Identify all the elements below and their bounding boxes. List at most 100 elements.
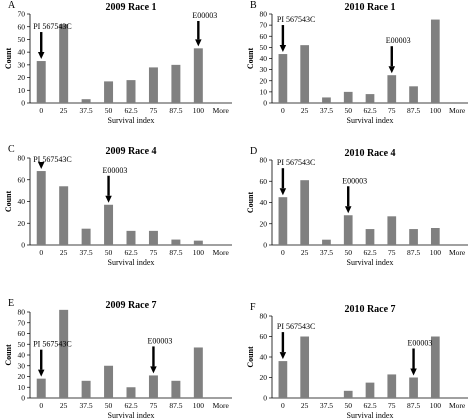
annotation-label: E00003 [147,336,172,345]
y-tick-label: 50 [18,340,26,349]
y-tick-label: 60 [260,332,268,341]
y-axis-label: Count [4,47,13,69]
annotation-label: E00003 [342,176,367,185]
x-tick-label: 100 [193,401,205,410]
chart-title: 2009 Race 4 [105,146,156,157]
x-tick-label: 100 [430,106,442,115]
x-tick-label: 50 [105,248,113,257]
x-tick-label: 87.5 [169,248,182,257]
y-tick-label: 0 [21,394,25,403]
x-tick-label: 50 [105,106,113,115]
y-tick-label: 80 [260,312,268,321]
annotation-arrow-head [279,45,287,53]
y-tick-label: 60 [18,329,26,338]
x-axis-label: Survival index [347,258,394,267]
x-tick-label: 62.5 [124,401,137,410]
annotation-arrow-head [195,39,202,47]
y-tick-label: 0 [263,394,267,403]
annotation-label: PI 567543C [33,155,71,164]
bar-62.5 [126,80,136,103]
y-tick-label: 30 [18,60,26,69]
annotation-arrow-head [344,206,352,214]
y-tick-label: 70 [18,318,26,327]
x-tick-label: 0 [39,106,43,115]
bar-0 [36,171,46,245]
y-axis-label: Count [246,346,255,368]
y-tick-label: 20 [260,219,268,228]
annotation-arrow-shaft [40,32,43,53]
x-tick-label: 25 [60,106,68,115]
x-tick-label: 50 [344,106,352,115]
x-tick-label: 25 [60,401,68,410]
annotation-label: PI 567543C [33,340,71,349]
annotation-arrow-shaft [197,21,200,40]
x-tick-label: 62.5 [363,106,376,115]
bar-37.5 [81,228,91,245]
x-tick-label: 87.5 [407,401,420,410]
bar-50 [104,204,114,245]
x-tick-label: 25 [301,106,309,115]
y-tick-label: 40 [18,48,26,57]
y-tick-label: 70 [18,10,26,19]
bar-100 [430,228,440,245]
x-tick-label: More [213,401,230,410]
x-tick-label: 75 [388,248,396,257]
annotation-arrow-shaft [152,346,155,367]
chart-title: 2010 Race 1 [344,2,395,13]
bar-50 [343,215,353,245]
bar-25 [59,186,69,245]
bar-50 [343,390,353,398]
panel-letter: B [250,0,257,11]
bar-100 [193,48,203,103]
bar-25 [300,180,310,245]
bar-62.5 [365,94,375,103]
x-tick-label: More [449,248,466,257]
panel-letter: F [250,302,256,313]
annotation-arrow-head [37,52,45,60]
bar-37.5 [81,99,91,103]
annotation-arrow-shaft [281,25,285,46]
x-tick-label: 87.5 [407,106,420,115]
y-tick-label: 60 [260,32,268,41]
bar-87.5 [171,239,181,245]
x-tick-label: 37.5 [320,106,333,115]
y-tick-label: 70 [260,21,268,30]
bar-0 [36,61,46,103]
y-tick-label: 10 [18,383,26,392]
bar-0 [36,378,46,398]
x-tick-label: 0 [39,401,43,410]
y-tick-label: 40 [260,353,268,362]
annotation-arrow-shaft [281,332,285,353]
x-tick-label: 75 [150,248,158,257]
x-tick-label: 75 [388,106,396,115]
panel-letter: C [8,144,15,155]
bar-87.5 [409,229,418,245]
panel-letter: E [8,298,14,309]
annotation-label: PI 567543C [277,322,315,331]
x-tick-label: 37.5 [320,248,333,257]
y-tick-label: 20 [260,76,268,85]
y-tick-label: 40 [260,54,268,63]
y-tick-label: 50 [260,43,268,52]
y-tick-label: 60 [18,175,26,184]
bar-100 [430,19,440,103]
chart-panel-a: A 2009 Race 1 0 10 20 30 40 50 60 70 0 25 37.5 50 62.5… [4,0,232,125]
x-tick-label: 25 [60,248,68,257]
bar-25 [300,45,310,103]
annotation-arrow-shaft [281,168,285,189]
y-tick-label: 80 [18,154,26,163]
x-tick-label: 0 [39,248,43,257]
bar-50 [104,365,114,398]
x-tick-label: 37.5 [80,106,93,115]
panel-letter: D [250,146,257,157]
x-tick-label: 62.5 [124,248,137,257]
chart-title: 2009 Race 1 [105,2,156,13]
x-axis-label: Survival index [108,411,155,420]
annotation-label: E00003 [103,166,128,175]
bar-62.5 [365,382,375,398]
x-tick-label: 75 [150,106,158,115]
annotation-arrow-head [410,368,417,376]
y-tick-label: 0 [263,241,267,250]
x-tick-label: 87.5 [407,248,420,257]
